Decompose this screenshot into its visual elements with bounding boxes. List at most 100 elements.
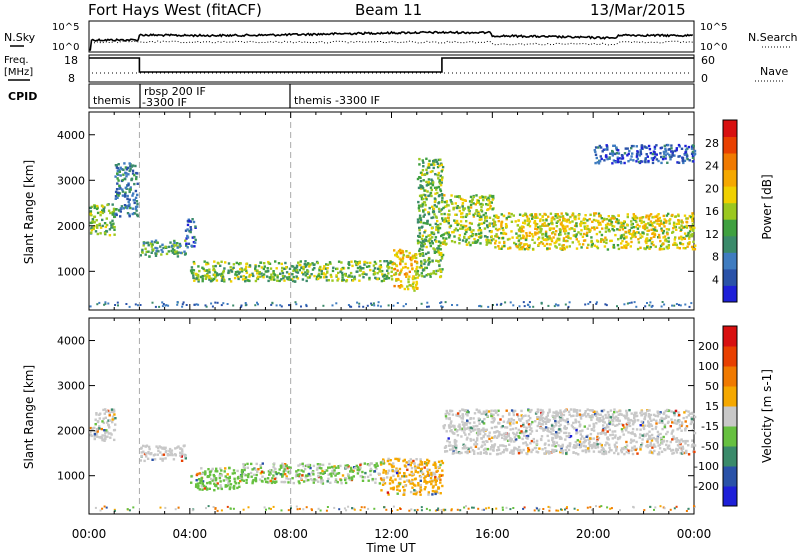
velocity-noise-cell bbox=[577, 509, 579, 511]
power-scatter-cell bbox=[406, 256, 408, 258]
power-scatter-cell bbox=[692, 228, 694, 230]
velocity-scatter-cell bbox=[625, 441, 627, 443]
velocity-scatter-cell bbox=[601, 452, 603, 454]
velocity-scatter-cell bbox=[596, 417, 598, 419]
velocity-scatter-cell bbox=[601, 410, 603, 412]
power-scatter-cell bbox=[563, 237, 565, 239]
power-scatter-cell bbox=[559, 233, 561, 235]
velocity-scatter-cell bbox=[199, 488, 201, 490]
power-scatter-cell bbox=[256, 272, 258, 274]
power-scatter-cell bbox=[486, 224, 488, 226]
power-scatter-cell bbox=[445, 237, 447, 239]
power-scatter-cell bbox=[484, 235, 486, 237]
power-scatter-cell bbox=[436, 247, 438, 249]
power-scatter-cell bbox=[430, 245, 432, 247]
power-scatter-cell bbox=[590, 240, 592, 242]
power-scatter-cell bbox=[443, 233, 445, 235]
power-noise-cell bbox=[512, 304, 514, 306]
velocity-scatter-cell bbox=[680, 430, 682, 432]
velocity-scatter-cell bbox=[303, 480, 305, 482]
velocity-scatter-cell bbox=[412, 460, 414, 462]
velocity-scatter-cell bbox=[370, 462, 372, 464]
power-scatter-cell bbox=[194, 225, 196, 227]
velocity-scatter-cell bbox=[494, 443, 496, 445]
power-scatter-cell bbox=[571, 214, 573, 216]
velocity-scatter-cell bbox=[682, 451, 684, 453]
power-scatter-cell bbox=[486, 209, 488, 211]
power-noise-cell bbox=[125, 303, 127, 305]
power-scatter-cell bbox=[636, 231, 638, 233]
velocity-scatter-cell bbox=[674, 419, 676, 421]
velocity-scatter-cell bbox=[241, 471, 243, 473]
power-scatter-cell bbox=[558, 238, 560, 240]
power-scatter-cell bbox=[435, 159, 437, 161]
power-scatter-cell bbox=[666, 246, 668, 248]
power-ylabel: Slant Range [km] bbox=[22, 160, 36, 264]
velocity-scatter-cell bbox=[613, 452, 615, 454]
power-scatter-cell bbox=[492, 219, 494, 221]
power-scatter-cell bbox=[574, 216, 576, 218]
velocity-scatter-cell bbox=[499, 418, 501, 420]
velocity-scatter-cell bbox=[242, 463, 244, 465]
power-scatter-cell bbox=[437, 225, 439, 227]
power-scatter-cell bbox=[363, 263, 365, 265]
power-scatter-cell bbox=[420, 219, 422, 221]
power-scatter-cell bbox=[617, 238, 619, 240]
power-scatter-cell bbox=[603, 159, 605, 161]
power-scatter-cell bbox=[630, 227, 632, 229]
velocity-scatter-cell bbox=[419, 494, 421, 496]
power-scatter-cell bbox=[339, 271, 341, 273]
power-scatter-cell bbox=[448, 213, 450, 215]
power-scatter-cell bbox=[608, 215, 610, 217]
y-tick-label: 2000 bbox=[57, 220, 85, 233]
velocity-scatter-cell bbox=[599, 414, 601, 416]
power-scatter-cell bbox=[435, 260, 437, 262]
power-scatter-cell bbox=[305, 274, 307, 276]
power-scatter-cell bbox=[497, 245, 499, 247]
velocity-scatter-cell bbox=[287, 478, 289, 480]
velocity-scatter-cell bbox=[643, 426, 645, 428]
power-noise-cell bbox=[245, 304, 247, 306]
power-scatter-cell bbox=[302, 266, 304, 268]
velocity-scatter-cell bbox=[233, 478, 235, 480]
power-scatter-cell bbox=[679, 247, 681, 249]
velocity-scatter-cell bbox=[560, 413, 562, 415]
power-scatter-cell bbox=[692, 160, 694, 162]
power-scatter-cell bbox=[607, 248, 609, 250]
velocity-scatter-cell bbox=[667, 447, 669, 449]
power-scatter-cell bbox=[601, 227, 603, 229]
power-scatter-cell bbox=[442, 241, 444, 243]
power-noise-cell bbox=[684, 304, 686, 306]
power-scatter-cell bbox=[662, 158, 664, 160]
velocity-scatter-cell bbox=[544, 453, 546, 455]
velocity-scatter-cell bbox=[435, 467, 437, 469]
velocity-scatter-cell bbox=[219, 484, 221, 486]
power-scatter-cell bbox=[397, 278, 399, 280]
power-scatter-cell bbox=[653, 157, 655, 159]
power-scatter-cell bbox=[117, 179, 119, 181]
velocity-scatter-cell bbox=[221, 488, 223, 490]
power-noise-cell bbox=[205, 304, 207, 306]
power-scatter-cell bbox=[187, 236, 189, 238]
velocity-scatter-cell bbox=[329, 482, 331, 484]
velocity-scatter-cell bbox=[280, 466, 282, 468]
power-scatter-cell bbox=[202, 278, 204, 280]
velocity-scatter-cell bbox=[501, 437, 503, 439]
power-scatter-cell bbox=[438, 195, 440, 197]
power-scatter-cell bbox=[430, 182, 432, 184]
power-scatter-cell bbox=[454, 195, 456, 197]
velocity-scatter-cell bbox=[617, 452, 619, 454]
power-scatter-cell bbox=[374, 277, 376, 279]
power-scatter-cell bbox=[470, 206, 472, 208]
velocity-scatter-cell bbox=[478, 417, 480, 419]
power-scatter-cell bbox=[486, 236, 488, 238]
velocity-scatter-cell bbox=[383, 469, 385, 471]
power-noise-cell bbox=[182, 303, 184, 305]
power-scatter-cell bbox=[635, 160, 637, 162]
power-scatter-cell bbox=[115, 208, 117, 210]
power-scatter-cell bbox=[438, 265, 440, 267]
power-scatter-cell bbox=[636, 153, 638, 155]
power-scatter-cell bbox=[431, 236, 433, 238]
velocity-scatter-cell bbox=[562, 444, 564, 446]
velocity-scatter-cell bbox=[201, 489, 203, 491]
